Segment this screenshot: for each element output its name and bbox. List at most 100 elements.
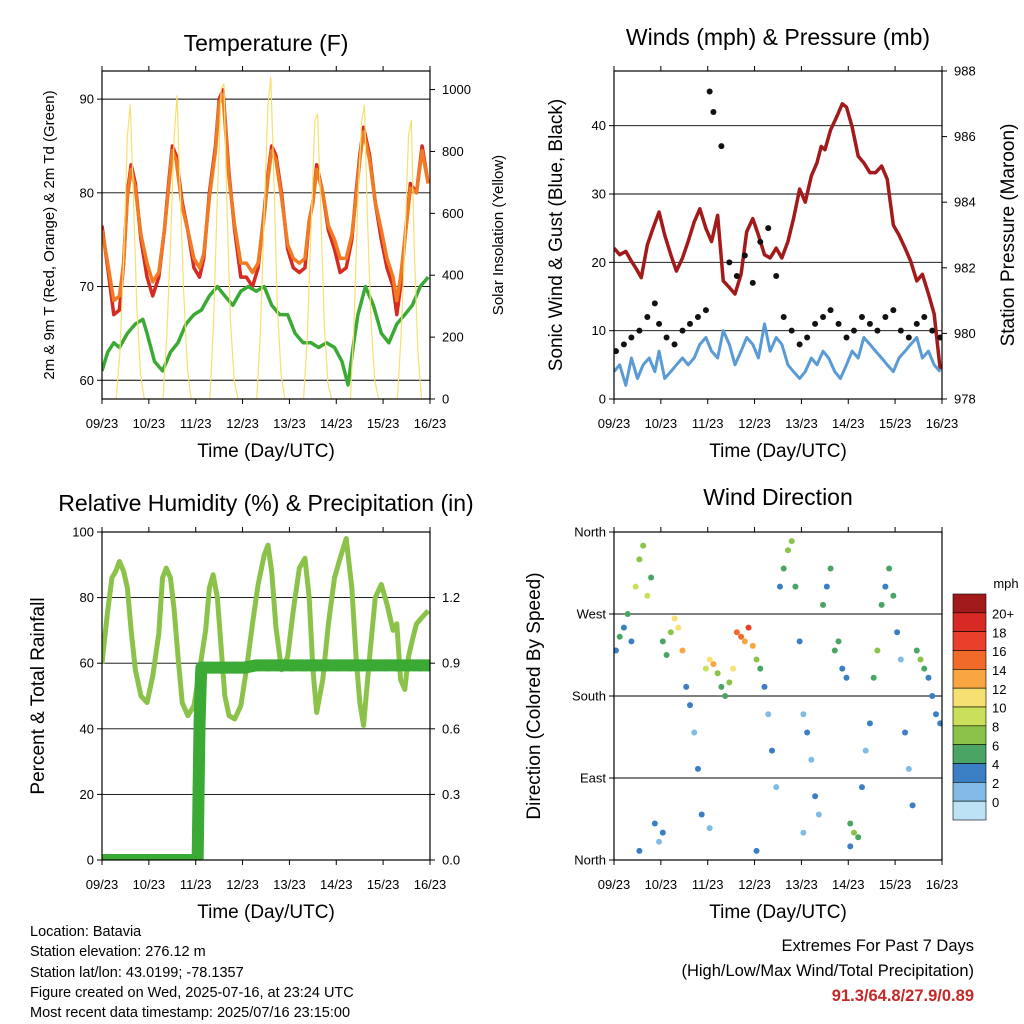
direction-point (656, 838, 663, 845)
colorbar-label: 16 (992, 644, 1006, 659)
series-3-point (614, 348, 619, 355)
series-3-point (741, 252, 748, 259)
series-3-point (773, 273, 780, 279)
direction-point (847, 820, 854, 827)
series-4-line (103, 76, 430, 399)
plot-frame (101, 531, 431, 861)
direction-point (620, 624, 627, 631)
direction-point (757, 665, 764, 672)
colorbar-swatch (952, 763, 987, 783)
colorbar-swatch (952, 669, 987, 689)
direction-point (882, 583, 889, 590)
plot-area (614, 538, 942, 854)
panel-3: Relative Humidity (%) & Precipitation (i… (28, 490, 474, 923)
direction-point (932, 711, 939, 718)
x-tick-label: 12/23 (226, 877, 259, 892)
direction-point (820, 601, 827, 608)
x-tick-label: 15/23 (367, 877, 400, 892)
colorbar-label: 8 (992, 719, 999, 734)
direction-point (847, 843, 854, 850)
direction-point (909, 802, 916, 809)
series-3-point (749, 279, 756, 286)
direction-point (694, 765, 701, 772)
colorbar-swatch (952, 782, 987, 802)
direction-point (784, 547, 791, 554)
colorbar-label: 4 (992, 757, 999, 772)
series-3-point (897, 327, 904, 334)
colorbar-swatch (952, 744, 987, 764)
x-tick-label: 15/23 (879, 416, 912, 431)
x-tick-label: 11/23 (180, 416, 212, 431)
x-tick-label: 12/23 (738, 416, 771, 431)
colorbar-swatch (952, 800, 987, 821)
colorbar-label: 0 (992, 795, 999, 810)
y2-tick-label: 600 (442, 206, 464, 221)
direction-point (683, 683, 690, 690)
colorbar-label: 2 (992, 776, 999, 791)
direction-point (741, 638, 748, 645)
series-1-line (614, 102, 942, 370)
series-3-point (812, 320, 819, 327)
colorbar-label: 12 (992, 682, 1006, 697)
y2-tick-label: 1000 (442, 82, 471, 97)
y-tick-label: 0 (599, 392, 606, 407)
recent-data-timestamp: Most recent data timestamp: 2025/07/16 2… (30, 1005, 351, 1022)
y2-tick-label: 984 (954, 195, 976, 210)
series-3-point (780, 314, 787, 320)
y2-tick-label: 982 (954, 260, 976, 275)
series-2-line (614, 322, 942, 387)
y-tick-label: 40 (592, 118, 606, 133)
series-3-point (644, 314, 651, 320)
x-tick-label: 09/23 (598, 877, 631, 892)
y2-tick-label: 988 (954, 64, 976, 79)
series-3-point (820, 314, 827, 320)
direction-point (753, 656, 760, 663)
x-tick-label: 14/23 (832, 877, 865, 892)
direction-point (843, 674, 850, 681)
x-tick-label: 11/23 (180, 877, 212, 892)
x-axis-label: Time (Day/UTC) (197, 441, 335, 462)
direction-point (761, 683, 768, 690)
direction-point (644, 592, 651, 599)
direction-point (745, 624, 752, 631)
direction-point (796, 638, 803, 645)
x-tick-label: 13/23 (785, 877, 818, 892)
series-3-point (890, 307, 897, 314)
y-tick-label: 0 (87, 853, 94, 868)
colorbar-label: 6 (992, 738, 999, 753)
direction-point (897, 656, 904, 663)
x-tick-label: 13/23 (785, 416, 818, 431)
direction-point (710, 661, 717, 668)
direction-point (788, 538, 795, 545)
direction-point (714, 670, 721, 677)
colorbar-label: 18 (992, 625, 1006, 640)
plot-area (102, 536, 430, 860)
plot-frame (613, 70, 943, 400)
station-info: Location: Batavia Station elevation: 276… (30, 922, 354, 1023)
series-3-point (913, 320, 920, 327)
direction-point (718, 683, 725, 690)
y-axis-label: Direction (Colored By Speed) (524, 572, 545, 819)
direction-point (855, 834, 862, 841)
series-3-point (796, 341, 803, 348)
direction-point (800, 711, 807, 718)
chart-title: Temperature (F) (184, 30, 349, 56)
series-2-line (102, 92, 430, 303)
direction-point (768, 747, 775, 754)
x-tick-label: 12/23 (226, 416, 259, 431)
y-tick-label: 60 (80, 656, 94, 671)
y-tick-label: 30 (592, 187, 606, 202)
y-tick-label: West (577, 607, 607, 622)
series-3-point (694, 314, 701, 320)
x-tick-label: 10/23 (645, 877, 678, 892)
y2-axis-label: Solar Insolation (Yellow) (490, 155, 507, 315)
colorbar: mph 20+ 18 16 14 12 10 8 6 4 2 0 (952, 576, 1019, 821)
extremes-summary: Extremes For Past 7 Days (High/Low/Max W… (681, 934, 974, 1009)
series-3-point (827, 307, 834, 314)
series-3-point (663, 334, 670, 341)
series-3-point (882, 314, 889, 320)
y-tick-label: North (574, 853, 606, 868)
series-3-point (620, 341, 627, 348)
series-3-point (628, 334, 635, 341)
direction-point (823, 583, 830, 590)
